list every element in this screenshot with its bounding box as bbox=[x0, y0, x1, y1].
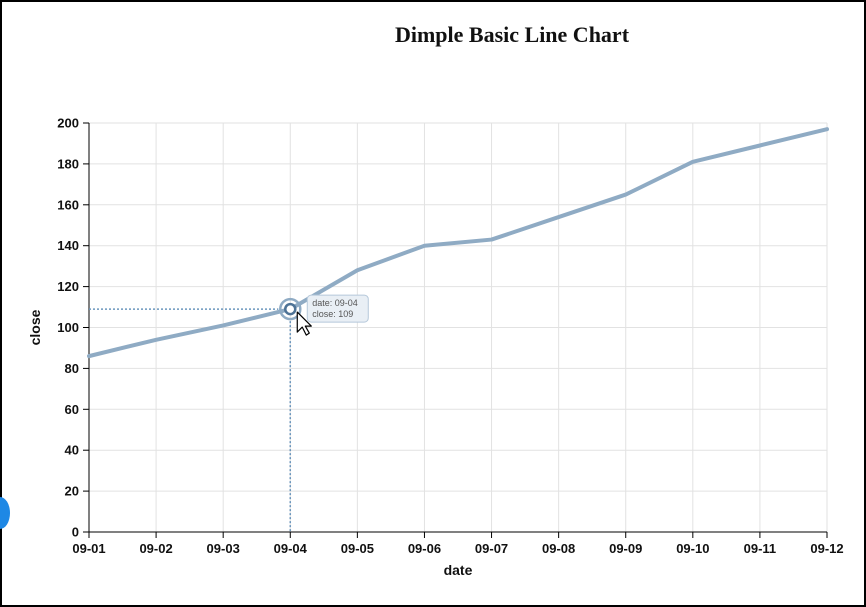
y-tick-label: 60 bbox=[65, 402, 79, 417]
x-tick-label: 09-01 bbox=[72, 541, 105, 556]
x-tick-label: 09-12 bbox=[810, 541, 843, 556]
x-tick-label: 09-08 bbox=[542, 541, 575, 556]
y-tick-label: 80 bbox=[65, 361, 79, 376]
x-tick-label: 09-09 bbox=[609, 541, 642, 556]
data-point[interactable] bbox=[486, 234, 498, 246]
tooltip-date: date: 09-04 bbox=[312, 298, 358, 308]
data-point[interactable] bbox=[620, 189, 632, 201]
axes: 0 20 40 60 80 100 120 140 160 180 200 09-01 09-02 09-… bbox=[57, 116, 843, 557]
y-tick-label: 100 bbox=[57, 320, 79, 335]
data-point[interactable] bbox=[217, 319, 229, 331]
y-tick-label: 40 bbox=[65, 443, 79, 458]
x-tick-label: 09-02 bbox=[139, 541, 172, 556]
data-point[interactable] bbox=[687, 156, 699, 168]
y-tick-label: 160 bbox=[57, 197, 79, 212]
x-tick-label: 09-05 bbox=[341, 541, 374, 556]
data-point[interactable] bbox=[418, 240, 430, 252]
x-axis-title: date bbox=[444, 562, 473, 578]
x-tick-label: 09-07 bbox=[475, 541, 508, 556]
y-axis-title: close bbox=[27, 309, 43, 345]
hover-ring-outer bbox=[279, 297, 302, 321]
y-tick-label: 20 bbox=[65, 484, 79, 499]
series-layer bbox=[83, 123, 833, 362]
data-point[interactable] bbox=[821, 123, 833, 135]
mouse-cursor-icon bbox=[296, 311, 312, 336]
y-tick-label: 0 bbox=[72, 525, 79, 540]
series-line bbox=[87, 127, 829, 359]
data-point[interactable] bbox=[553, 211, 565, 223]
x-tick-label: 09-11 bbox=[744, 541, 777, 556]
hover-point[interactable] bbox=[284, 302, 297, 316]
chart-title: Dimple Basic Line Chart bbox=[394, 22, 630, 47]
data-point[interactable] bbox=[150, 334, 162, 346]
y-tick-label: 140 bbox=[57, 238, 79, 253]
tooltip-value: close: 109 bbox=[312, 309, 353, 319]
x-tick-label: 09-03 bbox=[207, 541, 240, 556]
data-point[interactable] bbox=[754, 139, 766, 151]
x-tick-label: 09-04 bbox=[274, 541, 308, 556]
y-tick-label: 180 bbox=[57, 156, 79, 171]
data-point[interactable] bbox=[83, 350, 95, 362]
x-tick-label: 09-06 bbox=[408, 541, 441, 556]
x-tick-label: 09-10 bbox=[676, 541, 709, 556]
y-tick-label: 120 bbox=[57, 279, 79, 294]
tooltip-box bbox=[306, 294, 369, 323]
grid-lines bbox=[89, 122, 828, 532]
floating-action-button[interactable] bbox=[0, 497, 10, 529]
y-tick-label: 200 bbox=[57, 116, 79, 131]
data-point[interactable] bbox=[351, 264, 363, 276]
